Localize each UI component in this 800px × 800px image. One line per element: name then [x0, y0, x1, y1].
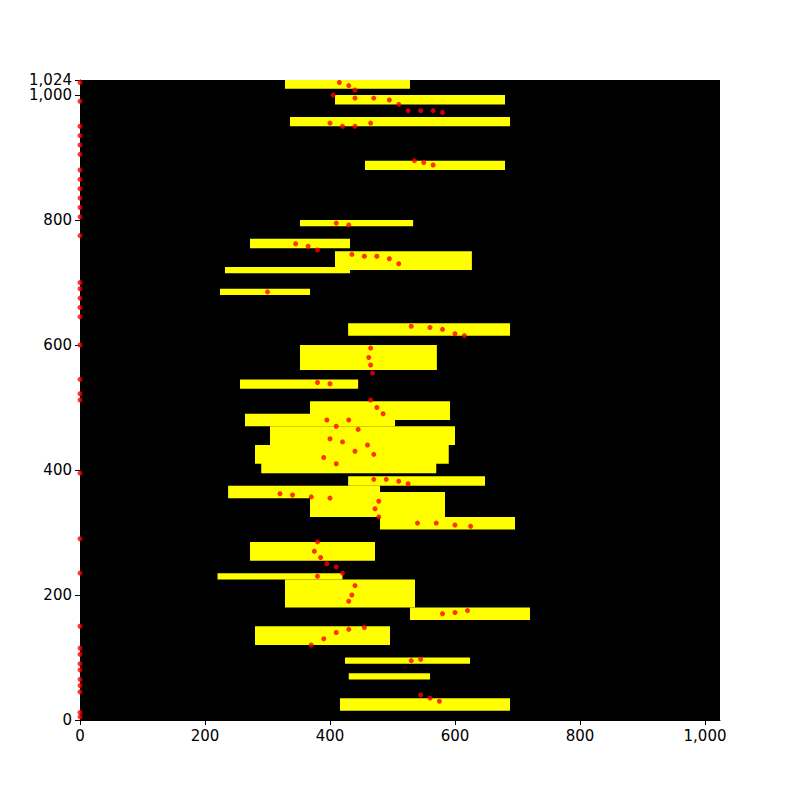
svg-text:1,000: 1,000 [684, 727, 727, 745]
svg-text:800: 800 [566, 727, 595, 745]
svg-text:400: 400 [43, 461, 72, 479]
svg-text:800: 800 [43, 211, 72, 229]
svg-text:600: 600 [43, 336, 72, 354]
svg-text:200: 200 [191, 727, 220, 745]
svg-text:600: 600 [441, 727, 470, 745]
svg-text:0: 0 [75, 727, 85, 745]
svg-text:200: 200 [43, 586, 72, 604]
svg-text:1,000: 1,000 [29, 86, 72, 104]
svg-text:0: 0 [62, 711, 72, 729]
svg-text:400: 400 [316, 727, 345, 745]
svg-text:1,024: 1,024 [29, 71, 72, 89]
